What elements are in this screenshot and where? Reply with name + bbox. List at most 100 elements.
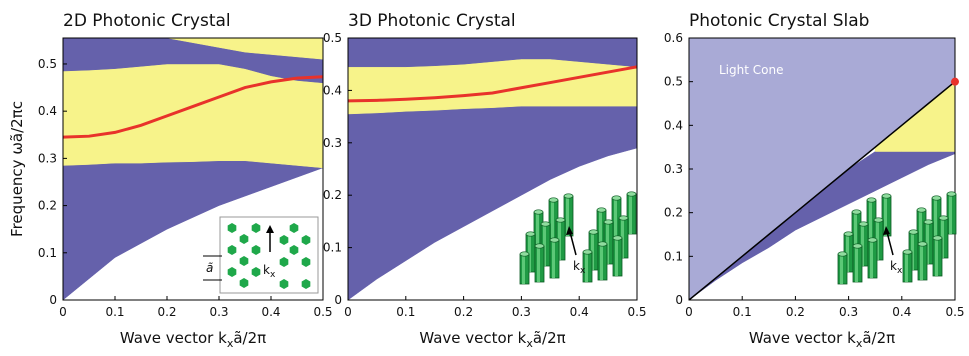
inset-label: kx — [263, 263, 276, 280]
rod-shade — [840, 254, 843, 284]
band — [63, 38, 323, 60]
rod-top — [867, 237, 878, 243]
x-tick-label: 0.4 — [892, 305, 911, 319]
x-tick-label: 0.4 — [261, 305, 280, 319]
y-tick-label: 0.1 — [38, 246, 57, 260]
rod-top — [597, 241, 608, 247]
rod-shade — [606, 222, 609, 264]
rod-top — [534, 243, 545, 249]
rod-top — [548, 197, 559, 203]
rod-shade — [949, 194, 952, 234]
x-tick-label: 0.3 — [512, 305, 531, 319]
plot-frame — [62, 37, 324, 301]
marker — [951, 77, 959, 86]
y-tick-label: 0.2 — [38, 199, 57, 213]
arrow — [569, 231, 577, 256]
x-label-main: Wave vector k — [419, 329, 526, 347]
rod-top — [588, 229, 599, 235]
rod-shade — [629, 194, 632, 234]
rod-top — [916, 207, 927, 213]
rod-shade — [920, 244, 923, 280]
rod-shade — [846, 234, 849, 272]
rod-shade — [614, 198, 617, 240]
rod-top — [596, 207, 607, 213]
rod — [239, 234, 249, 244]
rod-top — [852, 243, 863, 249]
rod-top — [866, 197, 877, 203]
rod-shade — [558, 220, 561, 260]
plot-area — [63, 38, 323, 300]
x-tick-label: 0.1 — [396, 305, 415, 319]
inset-label: kx — [890, 259, 903, 276]
rod-shade — [615, 238, 618, 276]
y-tick-label: 0.3 — [323, 136, 342, 150]
k-sub: x — [580, 266, 586, 276]
rod-top — [881, 193, 892, 199]
rod-top — [582, 249, 593, 255]
y-tick-label: 0.5 — [664, 75, 683, 89]
rod — [239, 256, 249, 266]
rod-top — [533, 209, 544, 215]
rod-top — [873, 217, 884, 223]
rod-top — [626, 191, 637, 197]
rod-shade — [536, 212, 539, 252]
rod — [227, 267, 237, 277]
rod-top — [555, 217, 566, 223]
rod-shade — [600, 244, 603, 280]
band-line — [348, 65, 637, 103]
rod-shade — [566, 196, 569, 236]
rod-shade — [876, 220, 879, 260]
k-label: k — [890, 259, 897, 273]
rod-shade — [552, 240, 555, 278]
y-tick-label: 0.2 — [323, 188, 342, 202]
x-label-main: Wave vector k — [749, 329, 856, 347]
arrowhead — [266, 225, 274, 233]
band-line — [689, 81, 955, 300]
rod-top — [946, 191, 957, 197]
x-label-sub: x — [526, 337, 533, 350]
y-tick-label: 0.6 — [664, 31, 683, 45]
rod-shade — [621, 218, 624, 258]
rod-shade — [905, 252, 908, 282]
rod — [301, 235, 311, 245]
k-sub: x — [270, 270, 276, 280]
rod-top — [843, 231, 854, 237]
x-label-main: Wave vector k — [120, 329, 227, 347]
rod — [289, 223, 299, 233]
rod-shade — [911, 232, 914, 270]
x-tick-label: 0.5 — [945, 305, 964, 319]
y-tick-label: 0.3 — [664, 162, 683, 176]
rod — [279, 235, 289, 245]
y-tick-label: 0.4 — [323, 83, 342, 97]
rod-shade — [869, 200, 872, 242]
y-tick-label: 0 — [334, 293, 342, 307]
plot-area — [348, 38, 637, 300]
rod-shade — [934, 198, 937, 240]
x-tick-label: 0.4 — [570, 305, 589, 319]
arrow — [886, 231, 894, 256]
band — [348, 38, 637, 68]
x-axis-label: Wave vector kxã/2π — [120, 329, 266, 350]
rod-top — [540, 221, 551, 227]
y-tick-label: 0.1 — [323, 241, 342, 255]
rod — [289, 245, 299, 255]
rod-top — [618, 215, 629, 221]
rod-top — [525, 231, 536, 237]
rod-top — [932, 235, 943, 241]
chart-title: 2D Photonic Crystal — [63, 11, 231, 31]
x-tick-label: 0.2 — [157, 305, 176, 319]
inset-frame — [219, 216, 319, 294]
x-tick-label: 0 — [59, 305, 67, 319]
y-tick-label: 0 — [49, 293, 57, 307]
band-line — [63, 75, 323, 139]
x-label-end: ã/2π — [233, 329, 266, 347]
rod-shade — [941, 218, 944, 258]
rod-shade — [884, 196, 887, 236]
k-sub: x — [897, 266, 903, 276]
band — [63, 38, 323, 84]
x-label-end: ã/2π — [533, 329, 566, 347]
x-tick-label: 0.3 — [839, 305, 858, 319]
arrowhead — [883, 226, 890, 235]
rod-shade — [935, 238, 938, 276]
